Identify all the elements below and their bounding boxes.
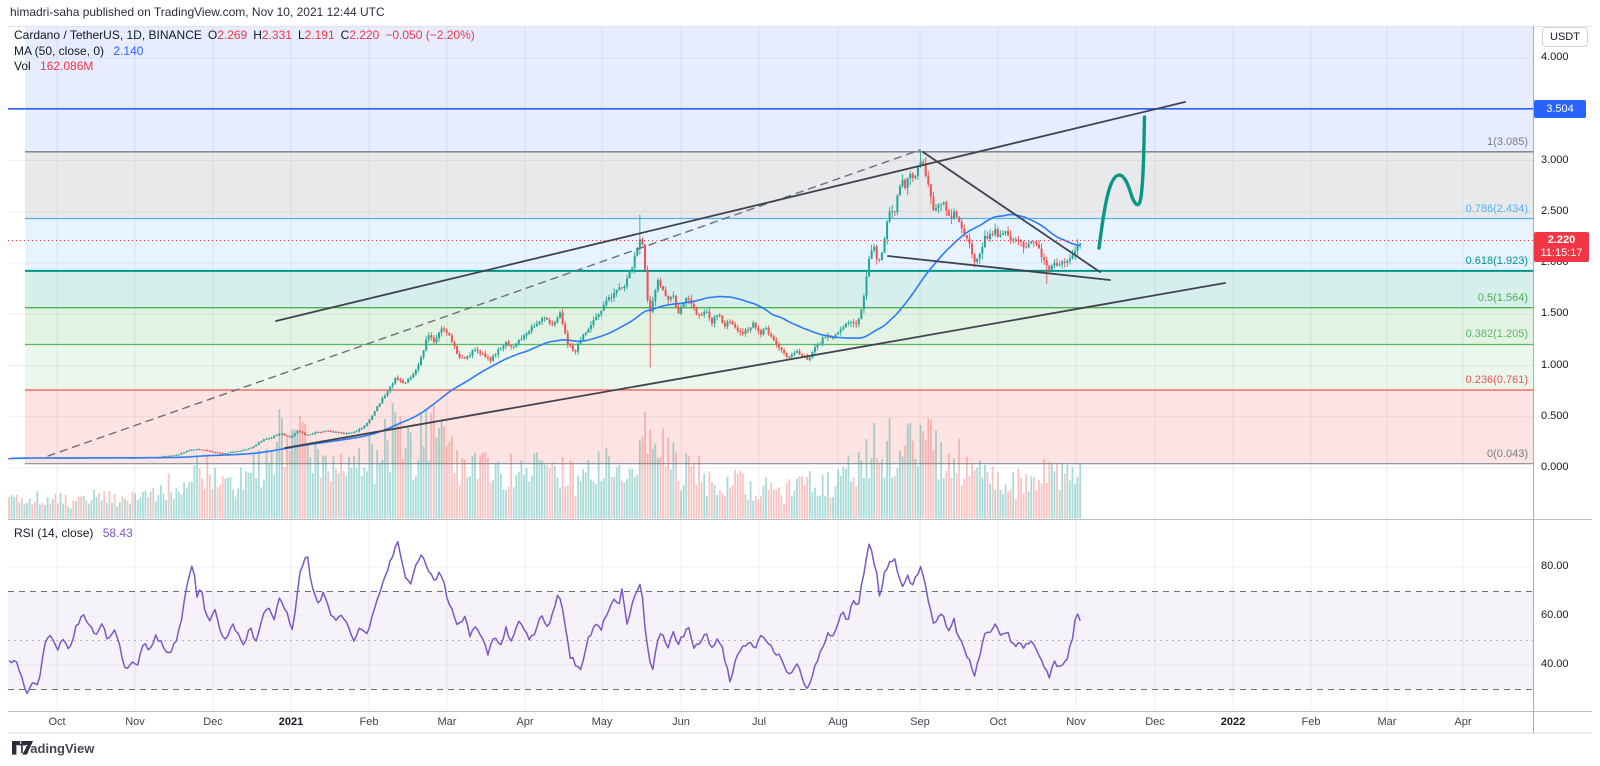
time-axis-tick[interactable]: Feb <box>359 716 379 728</box>
time-axis-tick[interactable]: Jun <box>672 716 690 728</box>
time-axis-tick[interactable]: Sep <box>910 716 930 728</box>
chart-legend: Cardano / TetherUS, 1D, BINANCE O2.269 H2.… <box>14 28 475 75</box>
time-axis-tick[interactable]: Mar <box>1377 716 1397 728</box>
low-value: L2.191 <box>297 28 335 42</box>
fib-level-label: 0.618(1.923) <box>1465 254 1528 267</box>
price-projection-curve[interactable] <box>1097 115 1147 250</box>
time-axis-tick[interactable]: 2021 <box>278 716 304 728</box>
rsi-axis-tick: 40.00 <box>1541 658 1569 670</box>
volume-legend-row: Vol 162.086M <box>14 59 475 75</box>
rsi-axis-tick: 80.00 <box>1541 560 1569 572</box>
ma-value: 2.140 <box>113 43 144 58</box>
fib-level-label: 0.382(1.205) <box>1465 328 1528 341</box>
high-value: H2.331 <box>253 28 292 42</box>
rsi-legend: RSI (14, close) 58.43 <box>14 526 133 540</box>
ma-label[interactable]: MA (50, close, 0) <box>14 43 105 58</box>
channel-lower-line[interactable] <box>284 282 1226 449</box>
price-axis-tick: 0.500 <box>1541 409 1569 422</box>
symbol-title[interactable]: Cardano / TetherUS, 1D, BINANCE <box>14 28 202 42</box>
symbol-legend-row: Cardano / TetherUS, 1D, BINANCE O2.269 H2.… <box>14 28 475 44</box>
wedge-upper-line[interactable] <box>922 151 1101 273</box>
ma-legend-row: MA (50, close, 0) 2.140 <box>14 44 475 60</box>
fib-level-lines <box>25 151 1533 465</box>
time-axis-tick[interactable]: 2022 <box>1220 716 1246 728</box>
price-level-badge: 3.504 <box>1534 100 1586 118</box>
wedge-lower-line[interactable] <box>887 255 1111 281</box>
last-price-badge: 2.220 11:15:17 <box>1534 232 1589 262</box>
volume-label[interactable]: Vol <box>14 59 31 73</box>
price-axis-tick: 4.000 <box>1541 51 1569 63</box>
volume-value: 162.086M <box>40 59 94 73</box>
tradingview-logo-text[interactable]: TradingView <box>18 741 95 756</box>
price-axis-tick: 3.000 <box>1541 153 1569 166</box>
fib-level-label: 0(0.043) <box>1487 447 1528 460</box>
fib-level-label: 1(3.085) <box>1487 135 1528 148</box>
time-axis-tick[interactable]: Nov <box>125 716 145 728</box>
fib-level-label: 0.236(0.761) <box>1465 373 1528 386</box>
volume-bars <box>8 403 1082 519</box>
rsi-value: 58.43 <box>102 526 133 540</box>
time-axis-tick[interactable]: Mar <box>437 716 457 728</box>
rsi-label[interactable]: RSI (14, close) <box>14 526 94 540</box>
trendline-drawings[interactable] <box>47 101 1226 457</box>
price-axis-tick: 1.500 <box>1541 307 1569 320</box>
price-axis-tick: 0.000 <box>1541 461 1569 473</box>
price-axis-tick: 1.000 <box>1541 358 1569 371</box>
rsi-line <box>8 540 1081 695</box>
time-axis-tick[interactable]: Aug <box>828 716 848 728</box>
time-axis-tick[interactable]: Dec <box>203 716 223 728</box>
channel-upper-line[interactable] <box>275 101 1186 322</box>
time-axis-tick[interactable]: Apr <box>1454 716 1472 728</box>
fib-level-label: 0.786(2.434) <box>1465 202 1528 215</box>
fib-level-label: 0.5(1.564) <box>1477 291 1528 304</box>
fib-retracement-bands[interactable] <box>25 27 1533 464</box>
time-axis-tick[interactable]: Apr <box>516 716 534 728</box>
time-axis-tick[interactable]: Dec <box>1145 716 1165 728</box>
time-axis-tick[interactable]: Oct <box>989 716 1007 728</box>
time-axis-tick[interactable]: Feb <box>1301 716 1321 728</box>
attribution-text: himadri-saha published on TradingView.co… <box>10 5 385 19</box>
open-value: O2.269 <box>207 28 248 42</box>
tradingview-footer: TradingView <box>12 741 94 756</box>
time-axis-tick[interactable]: Nov <box>1066 716 1086 728</box>
price-axis-tick: 2.500 <box>1541 204 1569 217</box>
ma50-line[interactable] <box>8 213 1081 460</box>
pane-frame <box>8 26 1592 734</box>
rsi-axis-tick: 60.00 <box>1541 609 1569 621</box>
time-axis-tick[interactable]: May <box>591 716 613 728</box>
time-axis-tick[interactable]: Jul <box>751 716 767 728</box>
close-value: C2.220 <box>340 28 380 42</box>
rsi-pane <box>8 540 1533 695</box>
currency-toggle-button[interactable]: USDT <box>1542 27 1588 47</box>
change-value: −0.050 (−2.20%) <box>385 28 475 42</box>
time-axis-tick[interactable]: Oct <box>48 716 66 728</box>
